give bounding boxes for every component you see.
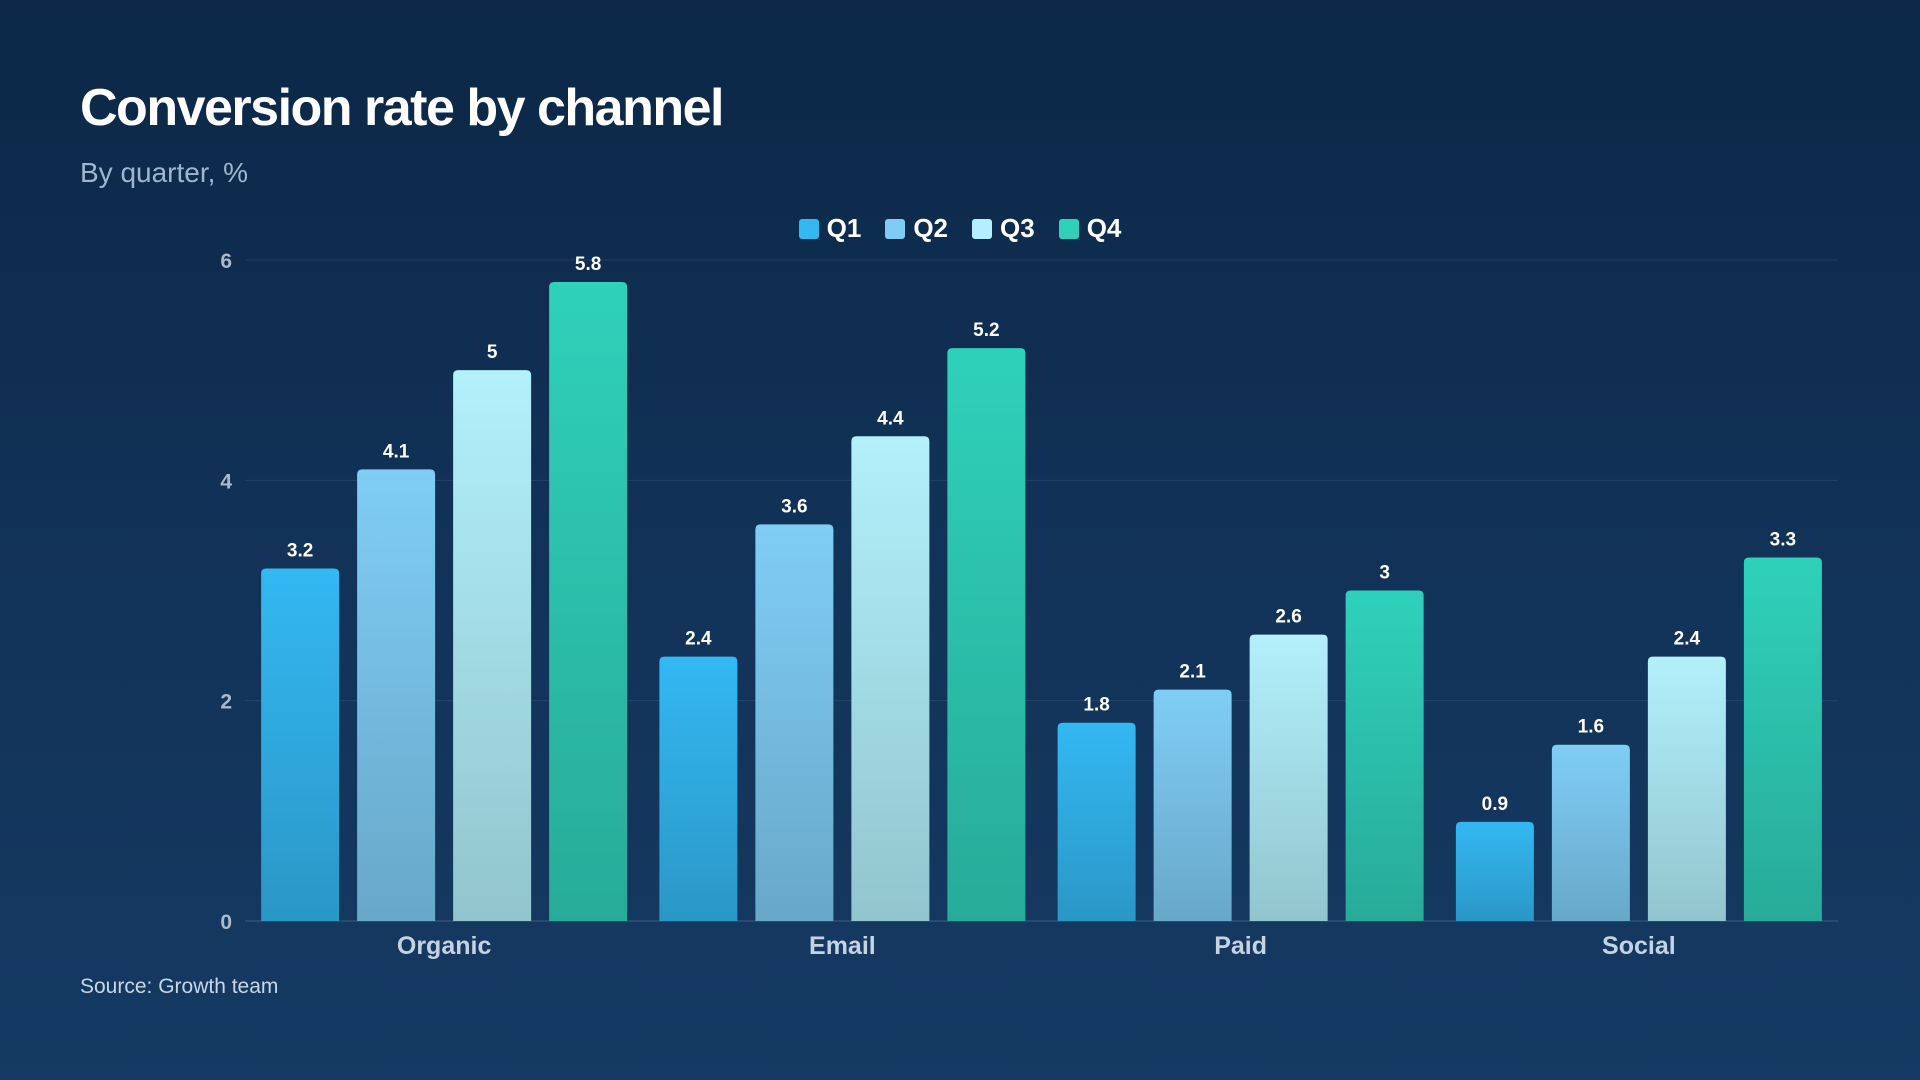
label-layer: 0 2 4 6 3.2 4.1 5 5.8 Organic 2.4 3.6 4.4 5.2 Email 1.…	[220, 250, 1796, 960]
data-label-paid-q2: 2.1	[1179, 662, 1206, 683]
data-label-paid-q3: 2.6	[1275, 607, 1301, 628]
y-tick-label-4: 4	[220, 470, 232, 493]
legend-label-q2: Q2	[913, 213, 948, 243]
y-tick-label-2: 2	[220, 691, 232, 714]
bar-social-q1	[1455, 821, 1534, 921]
data-label-email-q1: 2.4	[685, 629, 712, 650]
legend-label-q3: Q3	[1000, 213, 1035, 243]
source-note: Source: Growth team	[80, 975, 279, 998]
data-label-organic-q4: 5.8	[575, 254, 601, 275]
bar-organic-q2	[357, 469, 436, 921]
legend-swatch-q4	[1058, 218, 1079, 239]
bar-organic-q1	[261, 568, 340, 921]
legend-swatch-q2	[885, 218, 906, 239]
data-label-organic-q3: 5	[487, 342, 498, 363]
bar-layer	[261, 282, 1822, 922]
x-tick-label-social: Social	[1602, 932, 1676, 960]
data-label-social-q3: 2.4	[1674, 629, 1701, 650]
bar-paid-q3	[1249, 634, 1328, 921]
legend-swatch-q1	[798, 218, 819, 239]
data-label-email-q2: 3.6	[781, 496, 807, 517]
data-label-organic-q1: 3.2	[287, 540, 313, 561]
bar-social-q3	[1647, 656, 1726, 921]
data-label-paid-q1: 1.8	[1083, 695, 1109, 716]
bar-organic-q4	[549, 282, 628, 921]
chart-subtitle: By quarter, %	[80, 157, 249, 188]
chart-legend: Q1 Q2 Q3 Q4	[0, 213, 1920, 244]
legend-label-q4: Q4	[1086, 213, 1122, 243]
y-tick-label-6: 6	[220, 250, 232, 273]
legend-item-q1: Q1	[798, 213, 862, 244]
legend-swatch-q3	[972, 218, 992, 239]
bar-email-q2	[755, 524, 834, 921]
data-label-social-q1: 0.9	[1482, 794, 1508, 815]
bar-paid-q2	[1153, 689, 1232, 921]
bar-paid-q1	[1057, 722, 1136, 921]
bar-email-q4	[947, 348, 1026, 922]
data-label-organic-q2: 4.1	[383, 441, 410, 462]
chart-title: Conversion rate by channel	[80, 79, 724, 137]
y-tick-label-0: 0	[220, 911, 232, 934]
bar-paid-q4	[1345, 590, 1424, 921]
bar-social-q2	[1551, 744, 1630, 921]
legend-label-q1: Q1	[826, 213, 862, 243]
bar-email-q1	[659, 656, 738, 921]
x-tick-label-email: Email	[809, 932, 876, 960]
bar-social-q4	[1743, 557, 1822, 921]
data-label-social-q2: 1.6	[1578, 717, 1604, 738]
data-label-email-q4: 5.2	[973, 320, 999, 341]
legend-item-q4: Q4	[1058, 213, 1122, 244]
data-label-email-q3: 4.4	[877, 408, 904, 429]
data-label-paid-q4: 3	[1379, 563, 1390, 584]
bar-organic-q3	[453, 370, 532, 922]
x-tick-label-organic: Organic	[397, 932, 492, 960]
legend-item-q3: Q3	[972, 213, 1035, 244]
x-tick-label-paid: Paid	[1214, 932, 1267, 960]
bar-email-q3	[851, 436, 930, 921]
legend-item-q2: Q2	[885, 213, 948, 244]
data-label-social-q4: 3.3	[1770, 529, 1796, 550]
